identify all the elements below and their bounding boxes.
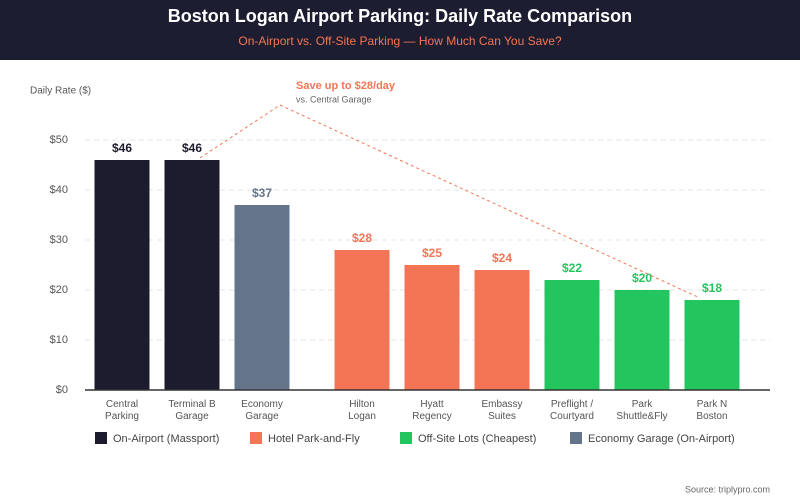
x-tick-label: Hyatt Regency <box>412 399 451 422</box>
y-tick-label: $10 <box>50 334 68 346</box>
x-tick-label: Park Shuttle&Fly <box>616 399 667 422</box>
legend-swatch <box>570 432 582 444</box>
header-band <box>0 0 800 60</box>
x-tick-label: Hilton Logan <box>348 399 376 422</box>
bar <box>234 205 290 390</box>
x-tick-label: Central Parking <box>105 399 139 422</box>
x-tick-label: Economy Garage <box>241 399 283 422</box>
x-tick-label: Embassy Suites <box>481 399 522 422</box>
bar <box>544 280 600 390</box>
bar <box>614 290 670 390</box>
legend-swatch <box>250 432 262 444</box>
bar <box>164 160 220 390</box>
bar <box>334 250 390 390</box>
y-tick-label: $50 <box>50 134 68 146</box>
y-tick-label: $20 <box>50 284 68 296</box>
legend-label: Hotel Park-and-Fly <box>268 433 360 445</box>
chart-title: Boston Logan Airport Parking: Daily Rate… <box>168 6 632 26</box>
bar <box>684 300 740 390</box>
y-tick-label: $30 <box>50 234 68 246</box>
y-tick-label: $40 <box>50 184 68 196</box>
x-tick-label: Park N Boston <box>696 399 727 422</box>
y-tick-label: $0 <box>56 384 68 396</box>
value-label: $24 <box>492 251 512 265</box>
value-label: $37 <box>252 186 272 200</box>
value-label: $46 <box>112 141 132 155</box>
annotation: Save up to $28/day <box>296 80 396 92</box>
chart-subtitle: On-Airport vs. Off-Site Parking — How Mu… <box>238 34 562 48</box>
value-label: $22 <box>562 261 582 275</box>
x-tick-label: Preflight / Courtyard <box>550 399 594 422</box>
annotation-subtext: vs. Central Garage <box>296 94 372 104</box>
annotation-line <box>199 104 701 299</box>
y-axis-label: Daily Rate ($) <box>30 86 91 97</box>
x-tick-label: Terminal B Garage <box>168 399 216 422</box>
value-label: $46 <box>182 141 202 155</box>
legend-label: Off-Site Lots (Cheapest) <box>418 433 536 445</box>
bar <box>474 270 530 390</box>
source: Source: triplypro.com <box>685 484 770 494</box>
value-label: $20 <box>632 271 652 285</box>
legend-label: Economy Garage (On-Airport) <box>588 433 735 445</box>
legend-swatch <box>400 432 412 444</box>
legend-swatch <box>95 432 107 444</box>
bar <box>404 265 460 390</box>
bar <box>94 160 150 390</box>
legend-label: On-Airport (Massport) <box>113 433 219 445</box>
value-label: $28 <box>352 231 372 245</box>
value-label: $18 <box>702 281 722 295</box>
value-label: $25 <box>422 246 442 260</box>
